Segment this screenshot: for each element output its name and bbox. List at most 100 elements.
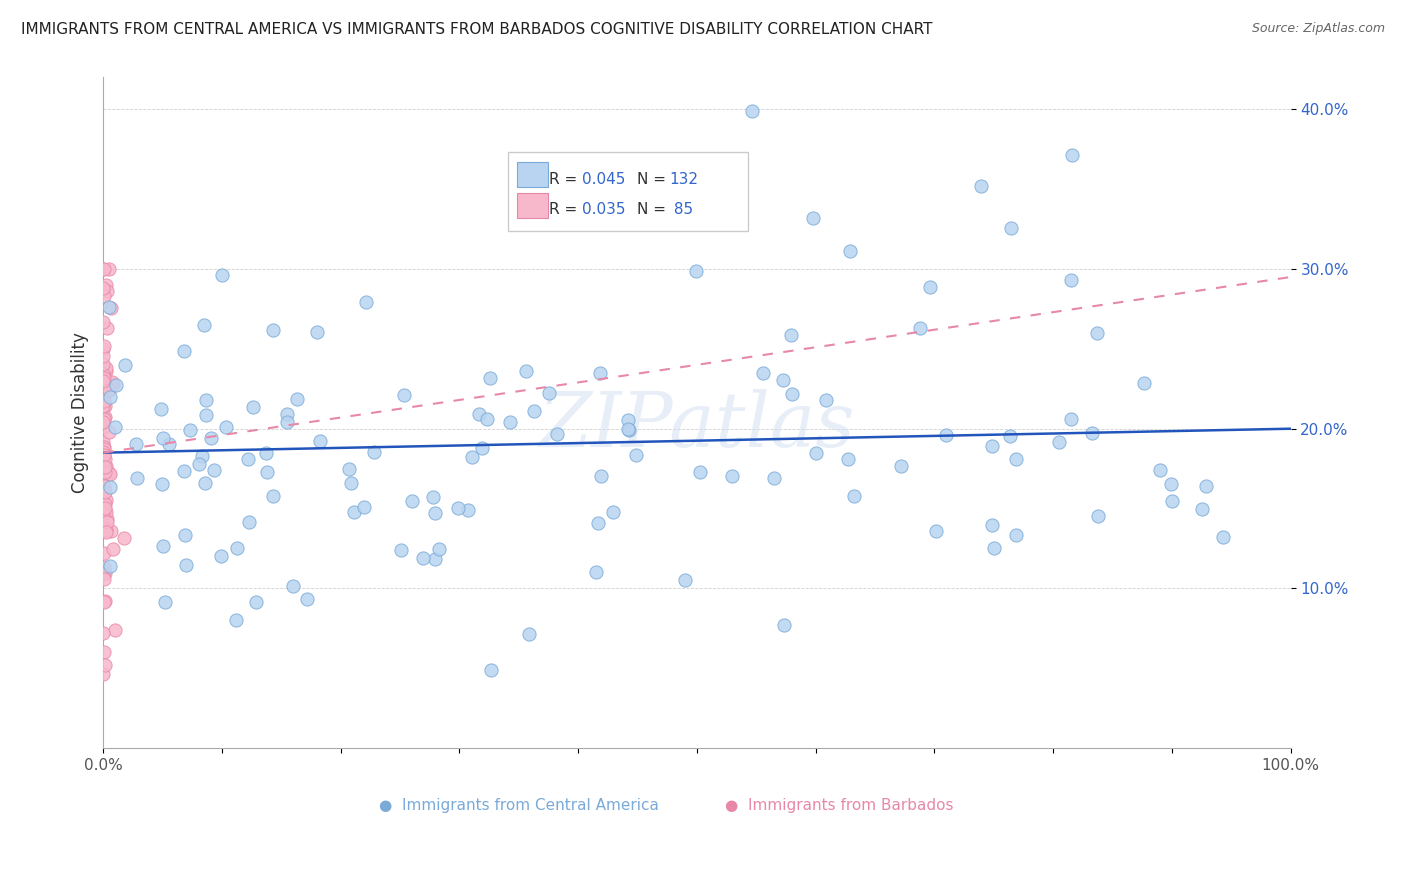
Point	[815, 392, 838, 407]
Point	[617, 413, 640, 427]
Point	[295, 591, 318, 606]
Point	[93, 595, 115, 609]
Point	[924, 524, 946, 539]
Point	[285, 392, 308, 406]
Point	[93, 388, 115, 402]
Point	[1149, 463, 1171, 477]
Point	[1000, 220, 1022, 235]
Point	[93, 339, 115, 353]
Point	[98, 480, 121, 494]
Point	[195, 408, 218, 422]
Point	[238, 516, 260, 530]
Point	[179, 423, 201, 437]
Point	[256, 465, 278, 479]
Point	[194, 392, 217, 407]
Point	[91, 626, 114, 640]
Point	[91, 486, 114, 500]
Point	[752, 366, 775, 380]
Point	[93, 442, 115, 457]
Point	[343, 505, 366, 519]
Point	[112, 531, 135, 545]
Point	[1195, 478, 1218, 492]
Point	[689, 465, 711, 479]
Point	[475, 411, 498, 425]
Point	[585, 565, 607, 579]
Point	[94, 500, 117, 515]
Point	[91, 399, 114, 413]
Point	[471, 441, 494, 455]
Point	[93, 516, 115, 531]
Point	[461, 450, 484, 464]
Point	[589, 469, 612, 483]
Point	[93, 506, 115, 520]
Point	[837, 452, 859, 467]
Y-axis label: Cognitive Disability: Cognitive Disability	[72, 333, 89, 493]
Point	[839, 244, 862, 258]
Point	[150, 402, 173, 417]
Point	[262, 489, 284, 503]
Text: 0.035: 0.035	[582, 202, 626, 217]
Point	[457, 503, 479, 517]
Point	[447, 501, 470, 516]
Point	[1160, 476, 1182, 491]
Point	[150, 476, 173, 491]
Point	[153, 595, 176, 609]
Point	[970, 178, 993, 193]
Point	[191, 449, 214, 463]
Point	[94, 657, 117, 672]
Point	[245, 594, 267, 608]
Point	[93, 524, 115, 538]
Point	[537, 386, 560, 401]
Point	[225, 613, 247, 627]
Point	[93, 434, 115, 449]
Point	[96, 505, 118, 519]
Text: N =: N =	[637, 202, 671, 217]
Point	[97, 300, 120, 314]
Point	[305, 325, 328, 339]
Point	[94, 459, 117, 474]
Point	[91, 421, 114, 435]
Point	[91, 349, 114, 363]
Point	[91, 445, 114, 459]
Point	[309, 434, 332, 448]
Point	[254, 446, 277, 460]
Point	[1004, 528, 1026, 542]
Point	[1212, 530, 1234, 544]
Point	[94, 361, 117, 376]
Text: ●  Immigrants from Central America: ● Immigrants from Central America	[378, 798, 658, 814]
Point	[174, 558, 197, 573]
Point	[94, 566, 117, 580]
Point	[91, 566, 114, 581]
Point	[1047, 435, 1070, 450]
Point	[152, 540, 174, 554]
Text: 132: 132	[669, 172, 699, 187]
Point	[91, 368, 114, 382]
Point	[392, 388, 415, 402]
Point	[225, 541, 247, 555]
Point	[624, 448, 647, 462]
Point	[412, 551, 434, 566]
Point	[96, 516, 118, 530]
Point	[98, 467, 121, 482]
Point	[93, 560, 115, 574]
Point	[96, 321, 118, 335]
Point	[91, 281, 114, 295]
Point	[200, 431, 222, 445]
Point	[93, 367, 115, 381]
Point	[96, 524, 118, 539]
Point	[93, 481, 115, 495]
Point	[114, 359, 136, 373]
Point	[97, 466, 120, 480]
Point	[801, 211, 824, 225]
Point	[983, 541, 1005, 556]
Point	[1085, 326, 1108, 340]
Point	[100, 559, 122, 574]
Point	[100, 301, 122, 316]
Point	[93, 410, 115, 425]
Point	[623, 172, 645, 186]
Point	[157, 436, 180, 450]
Text: ●  Immigrants from Barbados: ● Immigrants from Barbados	[725, 798, 953, 814]
Text: IMMIGRANTS FROM CENTRAL AMERICA VS IMMIGRANTS FROM BARBADOS COGNITIVE DISABILITY: IMMIGRANTS FROM CENTRAL AMERICA VS IMMIG…	[21, 22, 932, 37]
Point	[173, 464, 195, 478]
Point	[602, 505, 624, 519]
